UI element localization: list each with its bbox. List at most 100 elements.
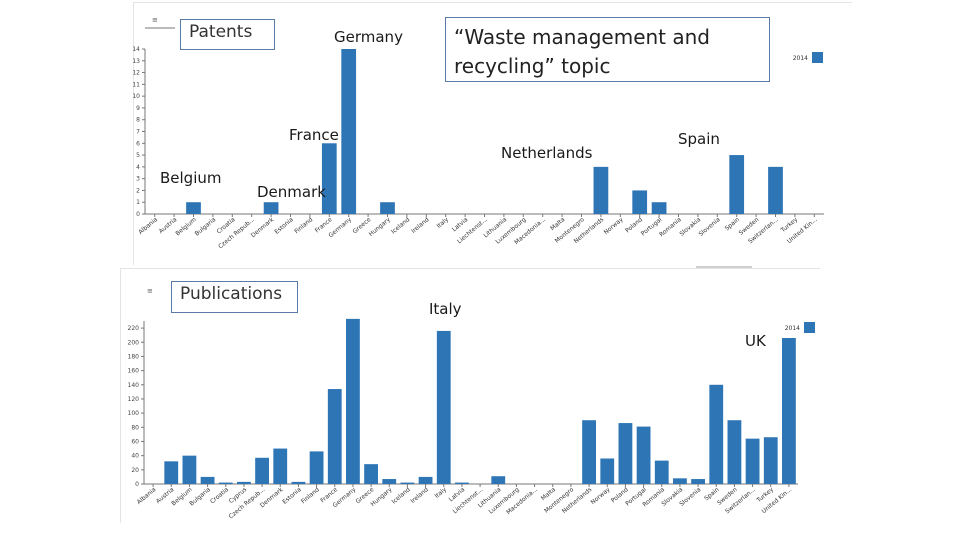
patents-chart: ≡01234567891011121314AlbaniaAustriaBelgi… bbox=[132, 16, 824, 250]
patents-y-tick-label: 14 bbox=[132, 46, 140, 53]
menu-icon: ≡ bbox=[152, 16, 158, 24]
callout-france: France bbox=[289, 126, 339, 144]
patents-y-tick-label: 8 bbox=[136, 117, 140, 124]
patents-category-label: Finland bbox=[293, 216, 314, 235]
publications-bar bbox=[709, 384, 724, 484]
publications-category-label: Bulgaria bbox=[188, 486, 212, 508]
patents-y-tick-label: 0 bbox=[136, 211, 140, 218]
publications-bar bbox=[218, 482, 233, 484]
publications-bar bbox=[618, 423, 633, 484]
publications-category-label: Iceland bbox=[391, 486, 412, 505]
patents-y-tick-label: 6 bbox=[136, 140, 140, 147]
patents-bar bbox=[593, 166, 609, 214]
publications-bar bbox=[200, 476, 215, 484]
topic-title-box: “Waste management and recycling” topic bbox=[445, 17, 770, 82]
publications-bar bbox=[237, 481, 251, 484]
patents-bar bbox=[380, 202, 395, 214]
patents-bar bbox=[768, 166, 783, 214]
patents-legend-label: 2014 bbox=[793, 55, 808, 62]
publications-bar bbox=[164, 461, 179, 484]
publications-bar bbox=[436, 330, 451, 484]
patents-bar bbox=[729, 155, 745, 214]
patents-category-label: Norway bbox=[603, 216, 625, 236]
callout-spain: Spain bbox=[678, 130, 720, 148]
publications-category-label: Albania bbox=[136, 486, 158, 506]
publications-bar bbox=[273, 448, 288, 484]
publications-bar bbox=[691, 479, 705, 484]
publications-bar bbox=[327, 389, 342, 484]
publications-legend-swatch bbox=[804, 322, 815, 333]
publications-category-label: Finland bbox=[300, 486, 321, 505]
patents-bar bbox=[651, 202, 667, 214]
publications-bar bbox=[364, 464, 378, 484]
publications-bar bbox=[182, 455, 197, 484]
publications-y-tick-label: 100 bbox=[128, 410, 140, 417]
menu-icon: ≡ bbox=[147, 287, 153, 295]
patents-category-label: Albania bbox=[137, 216, 159, 236]
publications-y-tick-label: 220 bbox=[128, 325, 140, 332]
publications-bar bbox=[291, 481, 306, 484]
publications-bar bbox=[309, 451, 324, 484]
patents-bar bbox=[186, 202, 201, 214]
publications-bar bbox=[582, 420, 596, 484]
publications-chart: ≡020406080100120140160180200220AlbaniaAu… bbox=[128, 287, 815, 520]
patents-category-label: Romania bbox=[658, 216, 683, 238]
patents-y-tick-label: 4 bbox=[136, 164, 140, 171]
callout-denmark: Denmark bbox=[257, 183, 326, 201]
publications-category-label: Italy bbox=[434, 486, 449, 500]
publications-category-label: Croatia bbox=[209, 486, 230, 505]
publications-bar bbox=[455, 482, 469, 484]
publications-title-box: Publications bbox=[171, 281, 298, 313]
patents-bar bbox=[632, 190, 648, 214]
patents-y-tick-label: 12 bbox=[132, 70, 140, 77]
publications-y-tick-label: 60 bbox=[131, 438, 139, 445]
patents-bar bbox=[263, 202, 279, 214]
patents-y-tick-label: 13 bbox=[132, 58, 140, 65]
patents-y-tick-label: 1 bbox=[136, 199, 140, 206]
topic-title-line-2: recycling” topic bbox=[454, 54, 611, 78]
topic-title-line-1: “Waste management and bbox=[454, 25, 710, 49]
patents-category-label: Ireland bbox=[410, 216, 431, 235]
patents-bar bbox=[321, 143, 337, 214]
patents-category-label: Slovenia bbox=[698, 216, 722, 238]
publications-y-tick-label: 180 bbox=[128, 353, 140, 360]
patents-y-tick-label: 3 bbox=[136, 176, 140, 183]
patents-category-label: Estonia bbox=[273, 216, 295, 236]
callout-italy: Italy bbox=[429, 300, 462, 318]
publications-y-tick-label: 160 bbox=[128, 368, 140, 375]
publications-y-tick-label: 40 bbox=[131, 453, 139, 460]
publications-category-label: Ireland bbox=[409, 486, 430, 505]
patents-y-tick-label: 9 bbox=[136, 105, 140, 112]
patents-y-tick-label: 5 bbox=[136, 152, 140, 159]
patents-y-tick-label: 11 bbox=[132, 81, 140, 88]
publications-bar bbox=[382, 479, 397, 484]
publications-bar bbox=[673, 478, 687, 484]
publications-bar bbox=[255, 457, 269, 484]
publications-bar bbox=[418, 476, 433, 484]
patents-y-tick-label: 10 bbox=[132, 93, 140, 100]
patents-legend-swatch bbox=[812, 52, 823, 63]
publications-bar bbox=[745, 438, 760, 484]
publications-bar bbox=[491, 476, 506, 484]
publications-y-tick-label: 140 bbox=[128, 382, 140, 389]
publications-bar bbox=[763, 437, 778, 484]
publications-bar bbox=[782, 338, 796, 484]
publications-y-tick-label: 80 bbox=[131, 424, 139, 431]
patents-category-label: Bulgaria bbox=[194, 216, 218, 238]
callout-netherlands: Netherlands bbox=[501, 144, 593, 162]
publications-bar bbox=[600, 458, 615, 484]
publications-bar bbox=[654, 460, 669, 484]
publications-legend-label: 2014 bbox=[785, 325, 800, 332]
publications-bar bbox=[727, 420, 742, 484]
patents-y-tick-label: 7 bbox=[136, 129, 140, 136]
callout-uk: UK bbox=[745, 332, 766, 350]
publications-y-tick-label: 20 bbox=[131, 467, 139, 474]
patents-bar bbox=[341, 49, 357, 214]
publications-y-tick-label: 0 bbox=[135, 481, 139, 488]
patents-category-label: Iceland bbox=[390, 216, 411, 235]
publications-bar bbox=[400, 482, 415, 484]
patents-title-box: Patents bbox=[180, 19, 275, 50]
patents-y-tick-label: 2 bbox=[136, 187, 140, 194]
publications-category-label: Norway bbox=[590, 486, 612, 506]
callout-belgium: Belgium bbox=[160, 169, 222, 187]
